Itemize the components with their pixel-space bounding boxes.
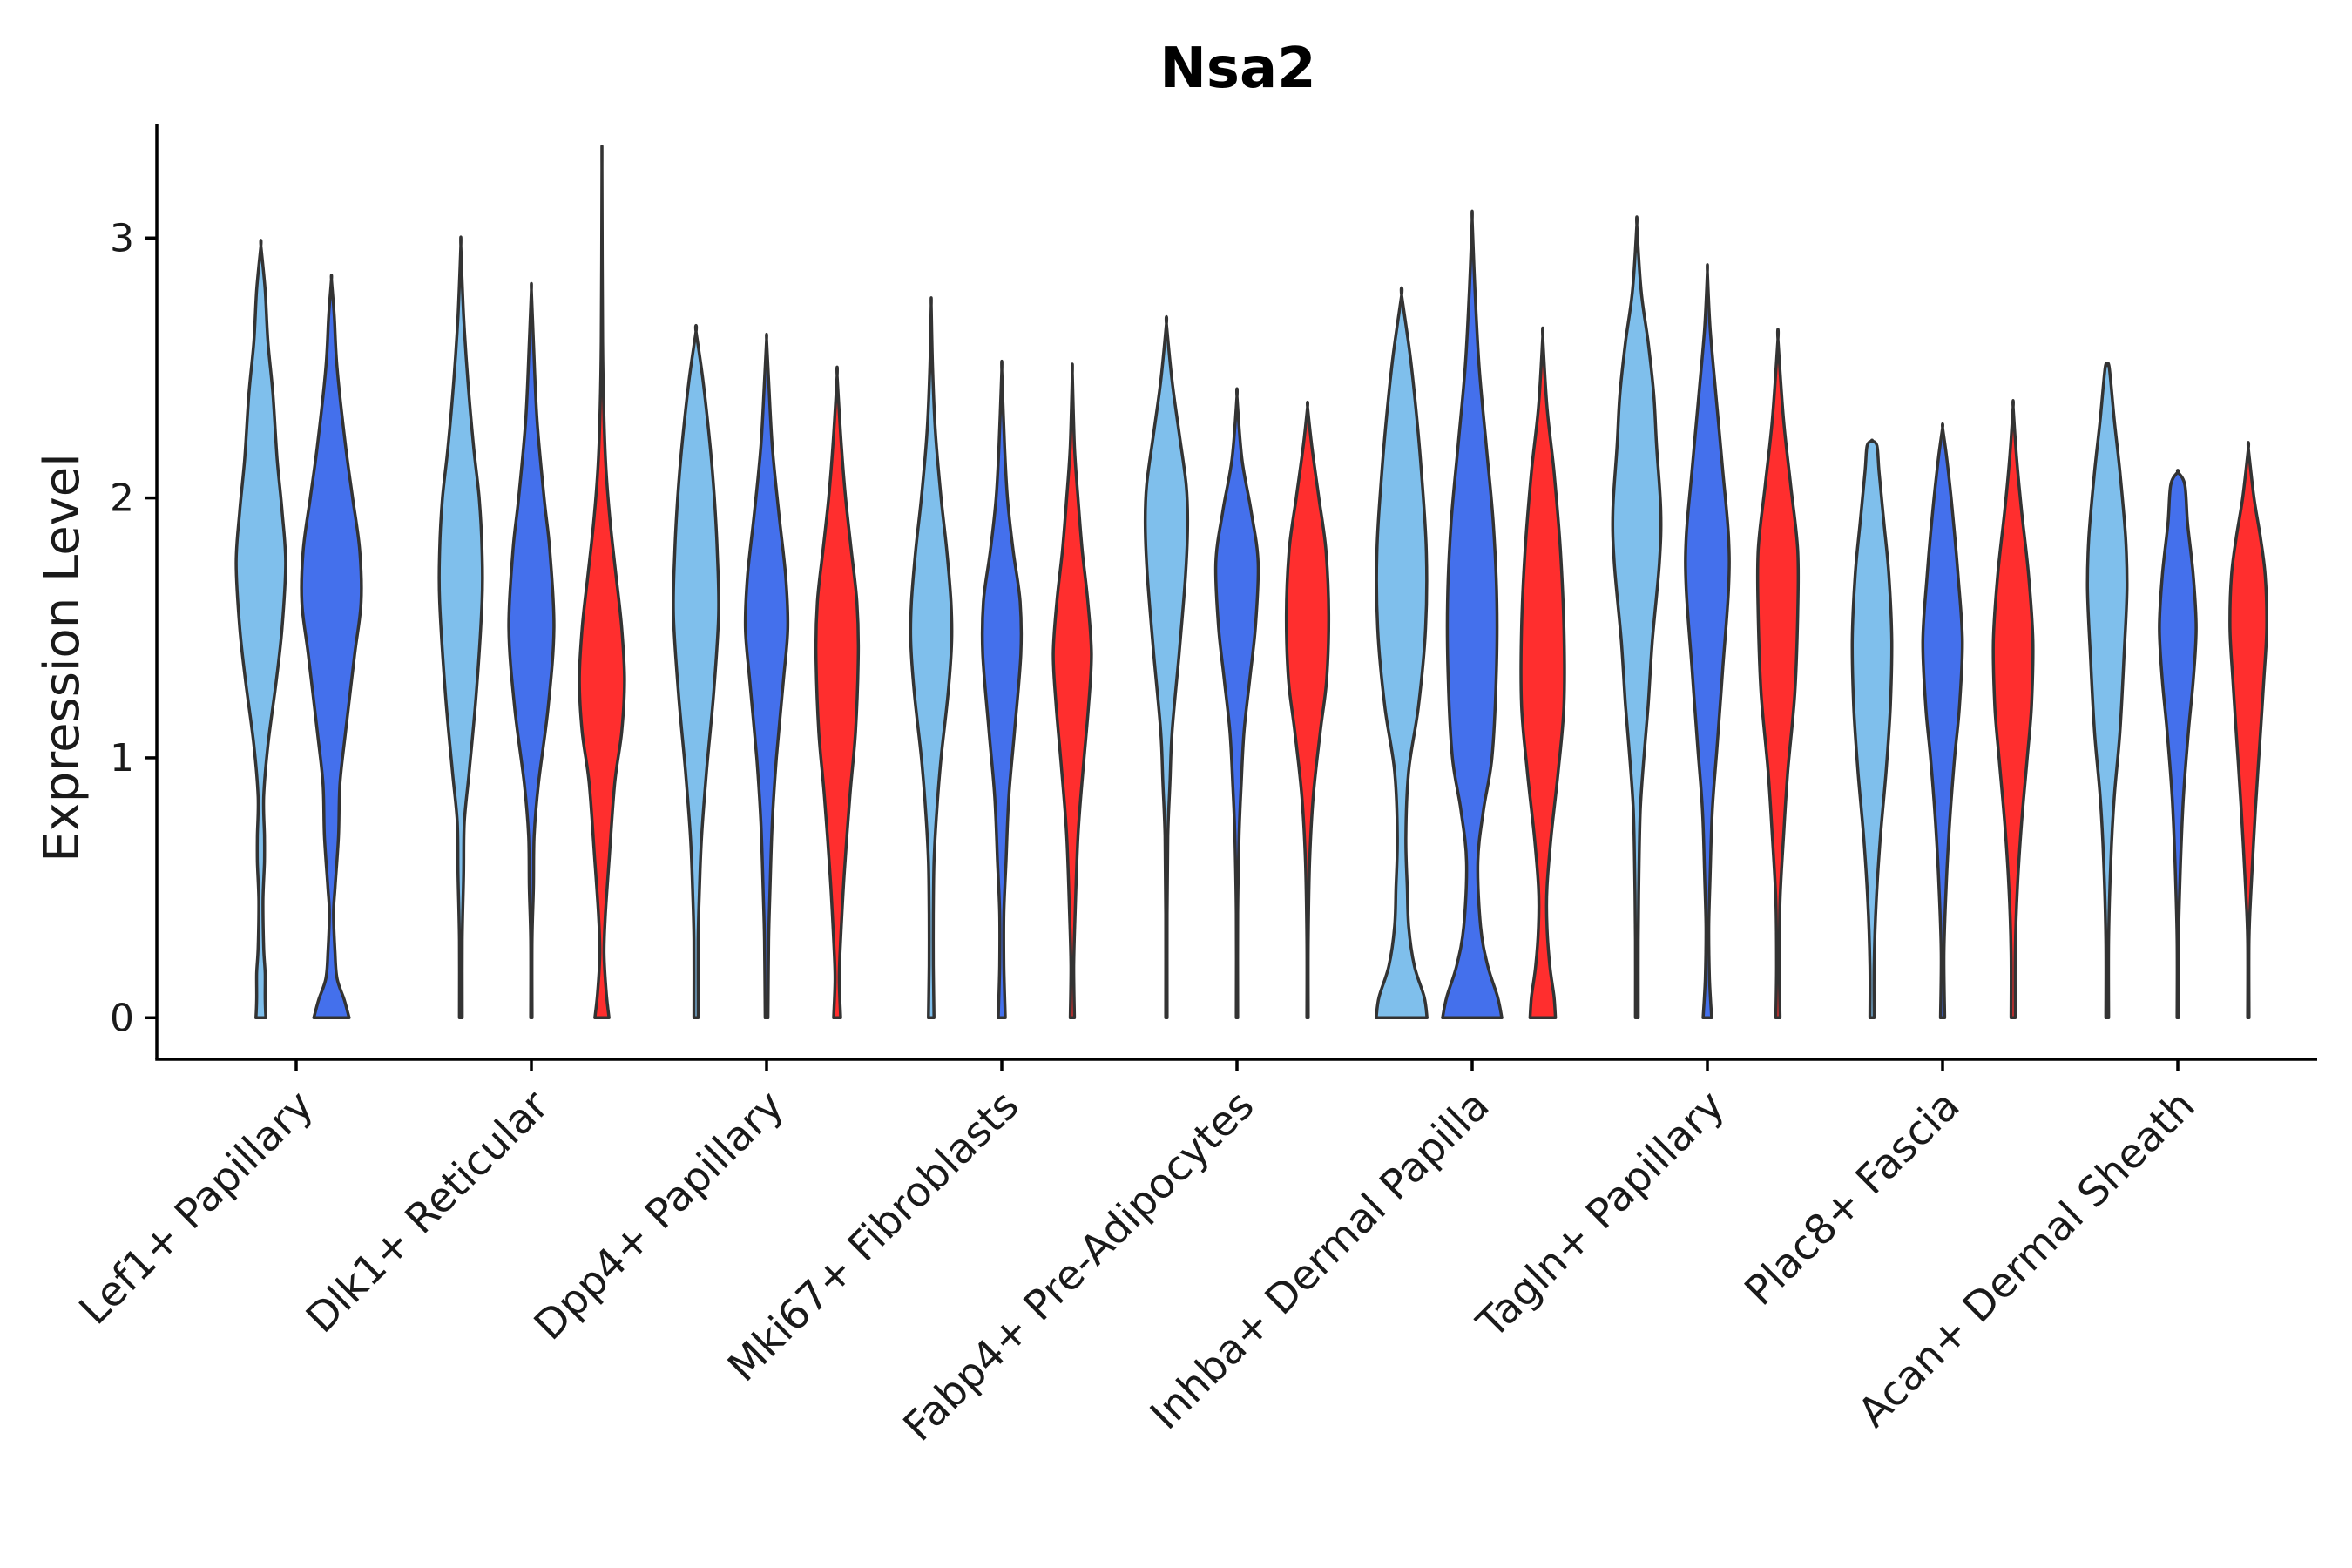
y-tick-label: 1 [110,736,134,781]
y-axis-label: Expression Level [34,453,91,862]
violin-9-2 [2158,469,2198,1020]
violin-1-1 [234,239,287,1020]
x-tick-label: Dpp4+ Papillary [525,1082,794,1350]
violin-4-3 [1051,362,1093,1020]
violin-5-2 [1213,387,1260,1020]
violin-7-2 [1684,263,1731,1020]
violin-group [234,145,2268,1020]
violin-9-1 [2085,362,2129,1020]
violin-6-2 [1441,209,1504,1020]
violin-5-1 [1143,314,1190,1020]
violin-2-3 [578,145,626,1020]
violin-3-3 [814,365,861,1020]
violin-6-3 [1519,326,1566,1020]
violin-8-3 [1991,398,2035,1020]
x-tick-label: Plac8+ Fascia [1736,1082,1970,1315]
violin-8-2 [1921,422,1964,1020]
violin-9-3 [2228,441,2268,1020]
y-tick-label: 3 [110,216,134,260]
y-tick-group: 0 1 2 3 [110,216,157,1040]
x-tick-label: Tagln+ Papillary [1468,1082,1734,1348]
violin-3-2 [743,332,790,1020]
y-tick-label: 0 [110,996,134,1040]
violin-5-3 [1284,400,1331,1020]
violin-4-1 [909,296,954,1020]
violin-7-1 [1611,215,1663,1020]
violin-7-3 [1755,328,1801,1020]
x-tick-label: Dlk1+ Reticular [297,1081,558,1342]
violin-6-1 [1375,286,1429,1020]
violin-1-2 [300,274,363,1020]
violin-4-2 [980,359,1024,1020]
chart-title: Nsa2 [1159,37,1315,101]
violin-8-1 [1850,438,1894,1020]
x-tick-label: Lef1+ Papillary [71,1082,323,1335]
violin-3-1 [672,323,720,1020]
y-tick-label: 2 [110,476,134,521]
violin-2-1 [437,235,484,1020]
violin-2-2 [507,281,556,1020]
